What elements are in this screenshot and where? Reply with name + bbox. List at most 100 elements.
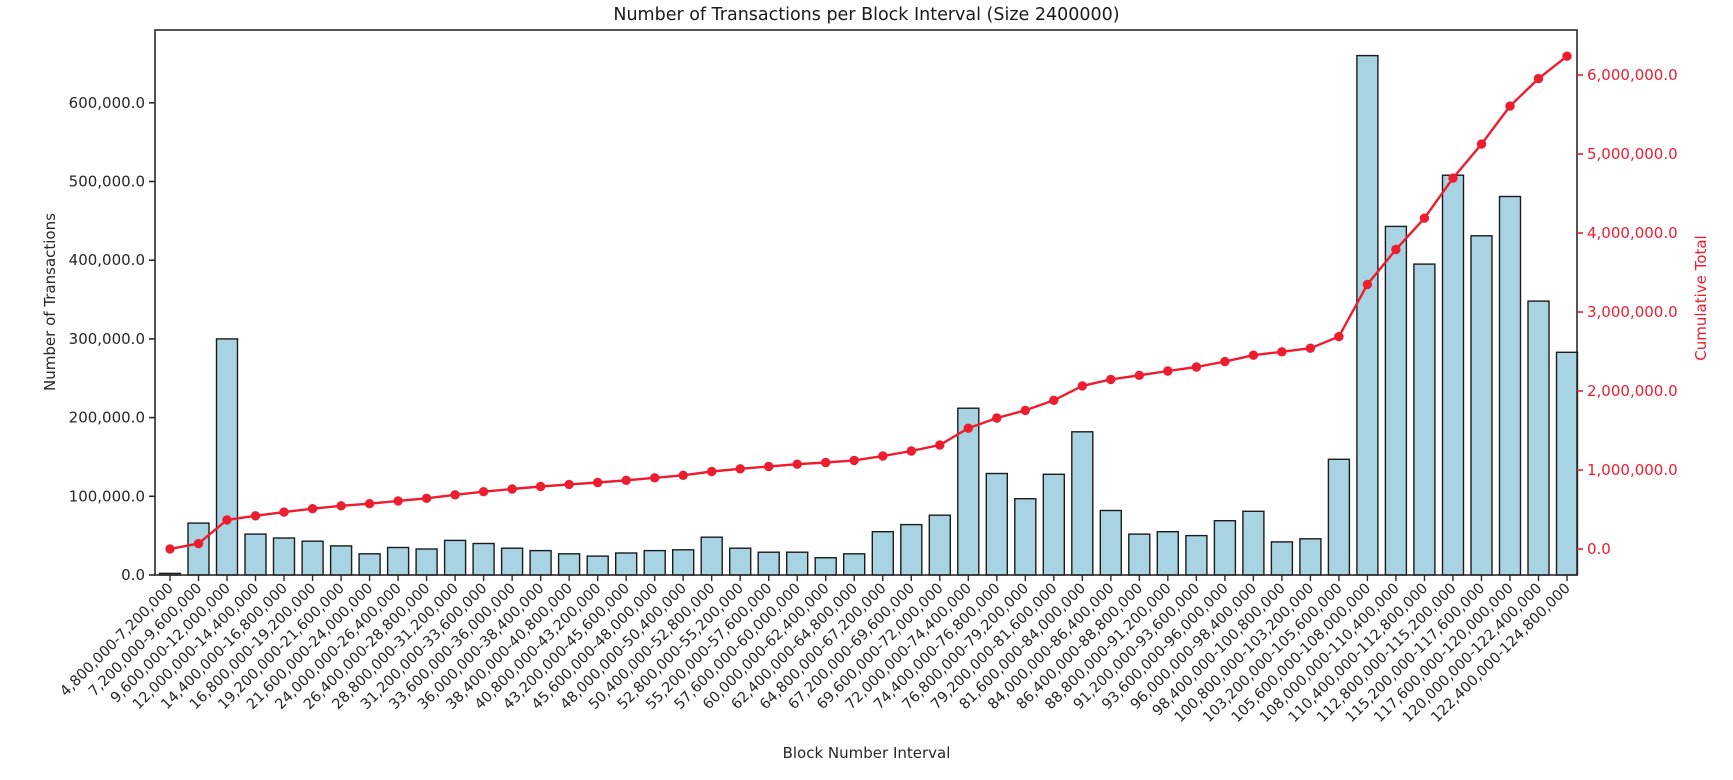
bar	[700, 536, 723, 576]
bar	[1555, 351, 1579, 576]
bar	[415, 548, 438, 576]
bar	[1128, 533, 1151, 576]
bar	[1299, 538, 1322, 576]
line-point	[1562, 51, 1572, 61]
bar	[358, 553, 381, 576]
line-point	[1391, 244, 1401, 255]
bar	[272, 537, 296, 576]
bar	[1327, 458, 1351, 576]
x-axis-title: Block Number Interval	[782, 744, 951, 762]
right-tick-label: 6,000,000.0	[1587, 66, 1678, 84]
bar	[472, 542, 495, 576]
line-point	[1134, 370, 1145, 380]
line-point	[650, 473, 660, 483]
line-point	[1077, 381, 1088, 391]
bar	[215, 338, 239, 576]
line-point	[250, 511, 261, 521]
bar	[1042, 473, 1066, 576]
bar	[757, 551, 780, 576]
line-point	[906, 446, 916, 456]
bar	[529, 549, 552, 576]
line-point	[1419, 213, 1430, 223]
bar	[244, 533, 267, 576]
line-point	[564, 479, 574, 490]
line-point	[878, 451, 888, 461]
line-point	[279, 507, 289, 517]
left-tick-label: 100,000.0	[69, 487, 145, 505]
bar	[301, 540, 324, 576]
bar	[729, 547, 752, 576]
bar	[1384, 225, 1408, 576]
bar	[928, 514, 951, 576]
left-tick-label: 200,000.0	[69, 409, 145, 427]
bar	[386, 546, 410, 576]
cumulative-line	[169, 55, 1568, 551]
right-tick-label: 3,000,000.0	[1587, 303, 1678, 321]
bar	[1014, 498, 1037, 576]
left-tick-label: 600,000.0	[69, 94, 145, 112]
bar	[443, 539, 467, 576]
bar	[557, 553, 581, 576]
bar	[900, 523, 923, 576]
line-point	[963, 423, 973, 433]
bar	[615, 552, 638, 576]
line-point	[735, 464, 745, 474]
left-tick-label: 0.0	[121, 566, 145, 584]
line-point	[222, 515, 232, 525]
line-point	[1020, 405, 1030, 416]
bar	[1441, 174, 1465, 576]
bar	[985, 472, 1008, 576]
line-point	[507, 484, 517, 494]
bar	[1356, 54, 1379, 576]
bar	[843, 553, 866, 576]
line-point	[849, 455, 859, 466]
line-point	[678, 470, 688, 480]
line-point	[764, 461, 774, 472]
bar	[1156, 531, 1180, 576]
right-tick-label: 1,000,000.0	[1587, 461, 1678, 479]
bar	[1270, 541, 1294, 576]
chart-title: Number of Transactions per Block Interva…	[613, 5, 1120, 25]
line-point	[1476, 139, 1487, 149]
line-point	[1334, 331, 1344, 342]
line-point	[707, 466, 717, 477]
line-point	[1277, 347, 1287, 357]
bar	[1185, 534, 1208, 576]
bar	[1527, 300, 1550, 576]
line-point	[1362, 279, 1373, 290]
line-point	[307, 504, 318, 514]
right-tick-label: 2,000,000.0	[1587, 382, 1678, 400]
bar	[586, 555, 609, 576]
line-point	[593, 477, 603, 488]
bar	[187, 522, 210, 576]
line-point	[364, 499, 375, 509]
right-tick-label: 0.0	[1587, 540, 1611, 558]
line-point	[992, 413, 1002, 423]
bar	[643, 549, 666, 576]
bar	[1099, 509, 1123, 576]
line-point	[1533, 73, 1544, 84]
line-point	[193, 538, 204, 549]
line-point	[935, 440, 945, 450]
line-point	[1505, 101, 1515, 111]
line-point	[1248, 350, 1259, 360]
line-point	[165, 544, 175, 554]
line-point	[1191, 362, 1202, 372]
bar	[1242, 510, 1265, 576]
line-point	[535, 481, 546, 492]
line-point	[792, 459, 802, 469]
right-tick-label: 4,000,000.0	[1587, 224, 1678, 242]
bar	[672, 549, 695, 576]
plot-frame	[154, 29, 1578, 576]
line-point	[1163, 366, 1173, 376]
bar	[1413, 263, 1436, 576]
line-point	[450, 490, 460, 500]
line-point	[421, 493, 432, 503]
line-point	[1305, 343, 1316, 353]
line-point	[1448, 173, 1458, 183]
bar	[329, 545, 353, 576]
line-point	[1106, 374, 1116, 385]
left-tick-label: 300,000.0	[69, 330, 145, 348]
bar	[786, 551, 809, 576]
